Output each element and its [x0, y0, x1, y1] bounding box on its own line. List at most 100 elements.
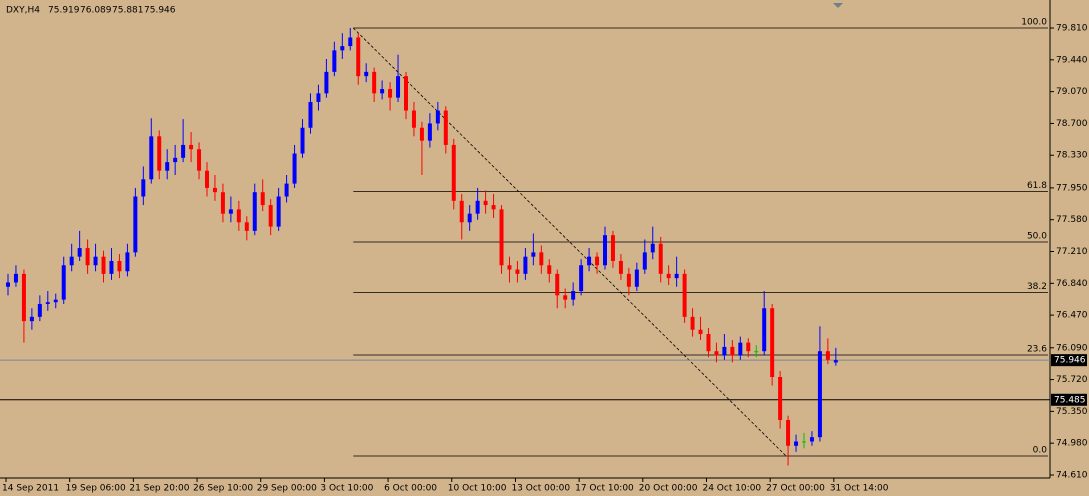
candle-body — [706, 334, 711, 352]
header-close: 75.946 — [144, 6, 176, 16]
y-tick-label: 77.580 — [1056, 215, 1088, 225]
y-tick-label: 74.610 — [1056, 470, 1088, 480]
x-tick-label: 10 Oct 10:00 — [448, 484, 507, 494]
candle-body — [252, 192, 257, 231]
candle-body — [236, 209, 241, 223]
candle-body — [626, 273, 631, 287]
candle-body — [682, 273, 687, 317]
x-tick-label: 13 Oct 00:00 — [511, 484, 570, 494]
x-tick-label: 29 Sep 00:00 — [257, 484, 317, 494]
candle-body — [618, 260, 623, 274]
x-tick-label: 21 Sep 20:00 — [129, 484, 189, 494]
candle-body — [340, 46, 345, 51]
candle-body — [404, 76, 408, 111]
fibo-label: 23.6 — [1027, 344, 1047, 354]
candle-body — [332, 50, 337, 72]
candle-body — [531, 252, 536, 257]
candle-body — [316, 93, 321, 102]
candle-body — [587, 256, 592, 266]
candle-body — [411, 110, 416, 128]
y-tick-label: 76.470 — [1056, 311, 1088, 321]
candle-body — [348, 37, 353, 47]
fibo-trend — [352, 27, 787, 457]
x-tick-label: 24 Oct 10:00 — [702, 484, 761, 494]
candle-body — [802, 441, 806, 443]
candle-body — [93, 256, 98, 266]
current-price-box — [1051, 354, 1087, 367]
candle-body — [515, 269, 520, 274]
candle-body — [220, 192, 225, 214]
candle-body — [372, 71, 377, 94]
candle-body — [714, 351, 719, 356]
y-tick-label: 77.950 — [1056, 183, 1088, 193]
candle-body — [523, 256, 528, 274]
x-tick-label: 6 Oct 00:00 — [384, 484, 437, 494]
fibo-label: 0.0 — [1033, 445, 1048, 455]
candle-body — [69, 256, 74, 266]
y-tick-label: 78.700 — [1056, 119, 1088, 129]
candle-body — [197, 149, 202, 171]
candle-body — [356, 37, 361, 77]
candle-body — [571, 291, 576, 300]
candle-body — [730, 346, 735, 356]
candle-body — [364, 71, 369, 77]
current-price-label: 75.946 — [1054, 356, 1086, 366]
candle-body — [85, 248, 90, 266]
candle-body — [451, 144, 456, 201]
candle-body — [809, 437, 814, 442]
candle-body — [45, 302, 50, 304]
shift-marker — [833, 3, 843, 8]
candle-body — [308, 101, 313, 128]
candle-body — [778, 377, 783, 420]
candle-body — [762, 308, 767, 352]
x-tick-label: 17 Oct 10:00 — [575, 484, 634, 494]
candle-body — [53, 299, 58, 303]
candle-body — [292, 153, 297, 184]
y-tick-label: 76.090 — [1056, 343, 1088, 353]
candle-body — [746, 342, 751, 352]
y-tick-label: 78.330 — [1056, 151, 1088, 161]
candle-body — [674, 273, 679, 279]
candle-body — [650, 243, 655, 253]
candle-body — [205, 170, 209, 188]
candle-body — [427, 123, 432, 141]
candle-body — [21, 273, 26, 322]
candle-body — [698, 329, 703, 335]
candle-body — [634, 269, 639, 287]
candle-body — [555, 273, 560, 296]
candle-body — [459, 200, 464, 223]
candle-body — [786, 419, 791, 446]
candle-body — [13, 273, 18, 283]
candle-body — [475, 200, 480, 214]
x-tick-label: 3 Oct 10:00 — [320, 484, 373, 494]
x-tick-label: 31 Oct 14:00 — [830, 484, 889, 494]
fibo-label: 100.0 — [1021, 18, 1047, 28]
candle-body — [77, 248, 82, 257]
candle-body — [722, 346, 727, 356]
candle-body — [539, 252, 544, 266]
fibo-label: 50.0 — [1027, 232, 1047, 242]
candle-body — [499, 209, 504, 266]
candle-body — [157, 136, 162, 171]
candle-body — [507, 265, 512, 270]
y-tick-label: 79.440 — [1056, 55, 1088, 65]
candle-body — [595, 256, 600, 266]
candle-body — [117, 260, 122, 272]
candle-body — [547, 265, 552, 274]
candle-body — [173, 157, 178, 163]
candle-body — [491, 205, 496, 210]
y-tick-label: 75.720 — [1056, 375, 1088, 385]
header-low: 75.881 — [112, 6, 144, 16]
candle-body — [276, 196, 281, 227]
candle-body — [603, 235, 607, 266]
candle-body — [284, 183, 289, 197]
candle-body — [754, 351, 759, 353]
x-tick-label: 26 Sep 10:00 — [193, 484, 253, 494]
candle-body — [189, 144, 194, 150]
candle-body — [563, 295, 568, 300]
candle-body — [388, 89, 393, 98]
candle-body — [467, 213, 472, 223]
candle-body — [212, 187, 217, 193]
